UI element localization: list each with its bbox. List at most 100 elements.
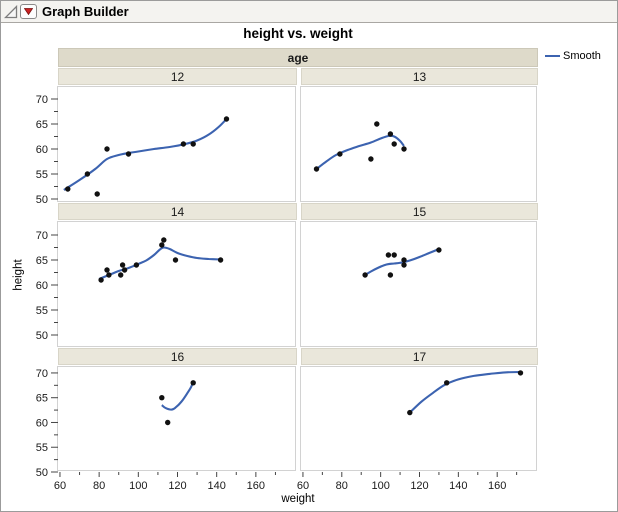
data-point[interactable] [180,141,187,147]
x-tick-label: 80 [93,480,105,492]
y-tick-label: 65 [36,393,48,405]
data-point[interactable] [172,257,179,263]
y-tick-label: 65 [36,255,48,267]
data-point[interactable] [165,419,171,426]
data-point[interactable] [84,171,91,177]
x-tick-label: 100 [371,480,389,492]
panel-age-17[interactable] [300,366,537,471]
y-axis-row-2[interactable]: 50 55 60 65 70 [25,222,58,348]
data-point[interactable] [190,380,196,386]
facet-header-band[interactable]: age [58,48,538,67]
y-tick-label: 60 [36,417,48,429]
x-tick-label: 160 [488,480,506,492]
data-point[interactable] [391,141,397,147]
y-tick-label: 50 [36,467,48,479]
y-tick-label: 50 [36,194,48,206]
y-tick-label: 60 [36,280,48,292]
data-point[interactable] [94,191,100,197]
y-axis-row-1[interactable]: 50 55 60 65 70 [25,87,58,206]
data-point[interactable] [337,151,343,157]
data-point[interactable] [385,252,392,258]
data-point[interactable] [401,257,407,263]
disclosure-triangle-icon[interactable] [4,4,18,19]
data-point[interactable] [190,141,196,147]
facet-label-14[interactable]: 14 [58,203,297,220]
panel-age-12[interactable] [57,86,296,202]
facet-label-15[interactable]: 15 [301,203,538,220]
data-point[interactable] [387,131,394,137]
data-point[interactable] [401,262,407,268]
data-point[interactable] [121,267,128,273]
smooth-curve-age-12[interactable] [63,118,228,191]
window-title: Graph Builder [42,4,129,19]
red-triangle-icon [24,8,33,15]
y-tick-label: 70 [36,230,48,242]
report-title-bar: Graph Builder [1,1,617,23]
x-axis-col-1[interactable]: 60 80 100 120 140 160 [54,472,297,493]
x-tick-label: 140 [449,480,467,492]
facet-label-17[interactable]: 17 [301,348,538,365]
data-point[interactable] [391,252,397,258]
data-point[interactable] [161,237,167,243]
x-tick-label: 140 [208,480,226,492]
data-point[interactable] [65,186,71,192]
panel-age-15[interactable] [300,221,537,347]
chart-title[interactable]: height vs. weight [243,26,353,41]
data-point[interactable] [374,121,380,127]
y-tick-label: 55 [36,169,48,181]
data-point[interactable] [133,262,140,268]
smooth-curve-age-13[interactable] [315,134,405,170]
data-point[interactable] [159,395,165,401]
data-point[interactable] [313,166,320,172]
data-point[interactable] [436,247,442,253]
data-point[interactable] [517,370,524,376]
legend-smooth-line-icon [545,55,560,57]
data-point[interactable] [119,262,126,268]
data-point[interactable] [407,409,413,416]
data-point[interactable] [362,272,368,278]
x-tick-label: 60 [54,480,66,492]
data-point[interactable] [223,116,230,122]
data-point[interactable] [401,146,407,152]
panel-age-14[interactable] [57,221,296,347]
data-point[interactable] [98,277,104,283]
red-triangle-menu-button[interactable] [20,4,37,19]
y-tick-label: 65 [36,119,48,131]
facet-label-12[interactable]: 12 [58,68,297,85]
y-axis-title[interactable]: height [12,259,25,291]
y-tick-label: 70 [36,94,48,106]
y-tick-label: 50 [36,330,48,342]
data-point[interactable] [118,272,124,278]
data-point[interactable] [368,156,374,162]
data-point[interactable] [159,242,165,248]
x-tick-label: 120 [168,480,186,492]
x-tick-label: 80 [336,480,348,492]
smooth-curve-age-16[interactable] [161,380,195,411]
data-point[interactable] [387,272,394,278]
facet-label-16[interactable]: 16 [58,348,297,365]
smooth-curve-age-15[interactable] [364,248,440,276]
y-tick-label: 60 [36,144,48,156]
y-axis-row-3[interactable]: 50 55 60 65 70 [25,367,58,479]
x-axis-col-2[interactable]: 60 80 100 120 140 160 [297,472,538,493]
data-point[interactable] [106,272,112,278]
facet-label-13[interactable]: 13 [301,68,538,85]
x-tick-label: 160 [247,480,265,492]
legend: Smooth [544,50,601,62]
legend-smooth-label[interactable]: Smooth [563,50,601,62]
data-point[interactable] [104,146,110,152]
smooth-curve-age-17[interactable] [409,370,521,414]
data-point[interactable] [217,257,224,263]
x-axis-title[interactable]: weight [281,493,315,505]
y-tick-label: 55 [36,442,48,454]
smooth-curve-age-14[interactable] [98,246,221,280]
data-point[interactable] [125,151,132,157]
x-tick-label: 60 [297,480,309,492]
data-point[interactable] [444,380,450,386]
panel-age-13[interactable] [300,86,537,202]
data-point[interactable] [104,267,110,273]
panel-age-16[interactable] [57,366,296,471]
y-tick-label: 55 [36,305,48,317]
facet-variable-label: age [287,50,309,65]
